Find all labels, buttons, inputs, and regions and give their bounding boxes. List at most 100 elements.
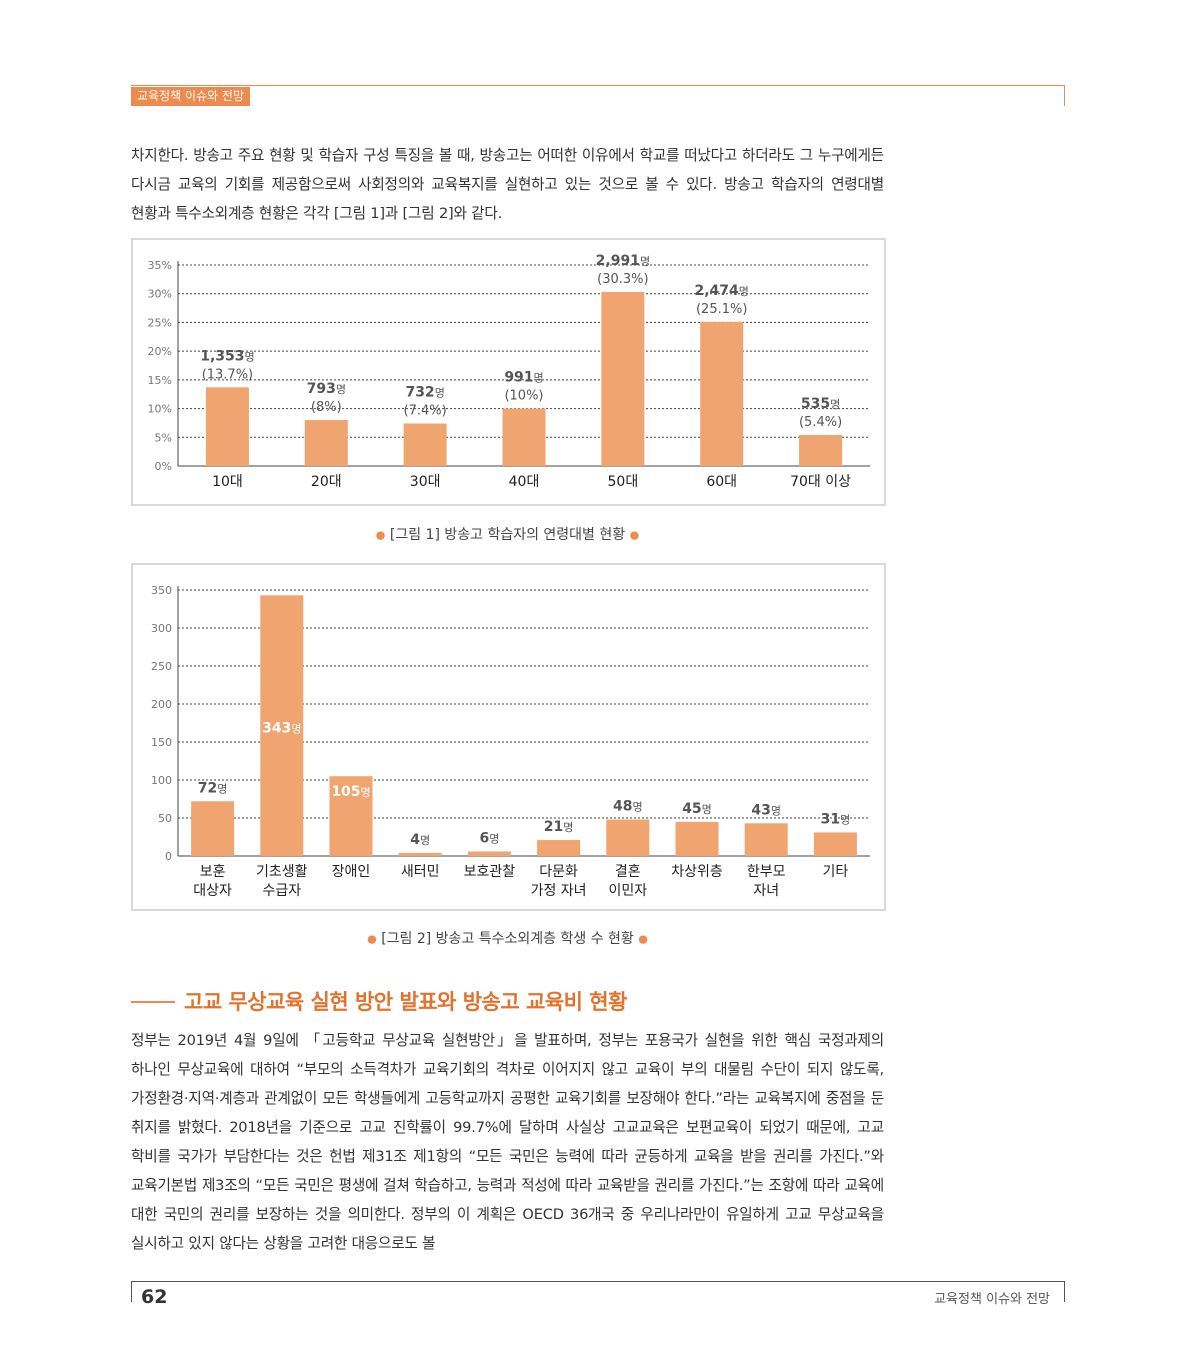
- header-rule: [131, 85, 1065, 86]
- bar: [502, 408, 546, 466]
- bar: [398, 852, 442, 856]
- data-label-count: 2,991명: [596, 253, 650, 269]
- figure1-caption-text: [그림 1] 방송고 학습자의 연령대별 현황: [389, 527, 626, 543]
- x-category-label: 한부모: [747, 864, 786, 880]
- data-label-count: 6명: [479, 830, 499, 846]
- footer-title: 교육정책 이슈와 전망: [934, 1292, 1050, 1307]
- bar: [700, 321, 744, 466]
- footer-rule: [131, 1281, 1065, 1282]
- y-tick-label: 150: [151, 736, 172, 749]
- data-label-count: 732명: [405, 385, 444, 401]
- bar: [813, 832, 857, 856]
- figure1-caption: ● [그림 1] 방송고 학습자의 연령대별 현황 ●: [131, 524, 884, 544]
- data-label-percent: (7.4%): [404, 404, 447, 419]
- x-category-label: 수급자: [262, 883, 301, 899]
- y-tick-label: 5%: [155, 431, 172, 444]
- caption-dot-icon: ●: [638, 932, 648, 946]
- data-label-count: 72명: [198, 780, 228, 796]
- y-tick-label: 350: [151, 584, 172, 597]
- data-label-count: 43명: [751, 802, 781, 818]
- bar: [744, 823, 788, 856]
- data-label-count: 2,474명: [695, 283, 749, 299]
- y-tick-label: 35%: [148, 259, 172, 272]
- bar: [205, 387, 249, 466]
- body-paragraph: 정부는 2019년 4월 9일에 「고등학교 무상교육 실현방안」을 발표하며,…: [131, 1032, 884, 1252]
- data-label-percent: (10%): [504, 389, 543, 404]
- data-label-count: 343명: [262, 720, 301, 736]
- bar: [304, 420, 348, 466]
- bar: [403, 423, 447, 466]
- data-label-percent: (5.4%): [799, 415, 842, 430]
- data-label-count: 45명: [682, 801, 712, 817]
- x-category-label: 50대: [608, 474, 639, 490]
- page-number: 62: [141, 1286, 168, 1308]
- bar: [606, 819, 650, 856]
- x-category-label: 보호관찰: [464, 864, 516, 880]
- section-title-rule: [131, 1001, 175, 1003]
- y-tick-label: 50: [158, 812, 172, 825]
- bar: [675, 821, 719, 856]
- bar: [601, 291, 645, 466]
- data-label-count: 793명: [307, 381, 346, 397]
- x-category-label: 장애인: [332, 864, 371, 880]
- data-label-count: 31명: [821, 811, 851, 827]
- x-category-label: 차상위층: [671, 864, 723, 880]
- bar: [191, 801, 235, 856]
- y-tick-label: 10%: [148, 403, 172, 416]
- y-tick-label: 250: [151, 660, 172, 673]
- data-label-percent: (8%): [311, 400, 342, 415]
- data-label-count: 48명: [613, 799, 643, 815]
- y-tick-label: 30%: [148, 288, 172, 301]
- figure2-caption: ● [그림 2] 방송고 특수소외계층 학생 수 현황 ●: [131, 928, 884, 948]
- footer-rule-tick-right: [1064, 1281, 1065, 1302]
- y-tick-label: 0%: [155, 460, 172, 473]
- x-category-label: 자녀: [753, 883, 779, 899]
- intro-paragraph: 차지한다. 방송고 주요 현황 및 학습자 구성 특징을 볼 때, 방송고는 어…: [131, 147, 884, 222]
- data-label-percent: (13.7%): [202, 367, 253, 382]
- x-category-label: 다문화: [539, 864, 578, 880]
- data-label-count: 105명: [331, 784, 370, 800]
- data-label-count: 4명: [410, 832, 430, 848]
- y-tick-label: 100: [151, 774, 172, 787]
- y-tick-label: 0: [165, 850, 172, 863]
- caption-dot-icon: ●: [367, 932, 377, 946]
- y-tick-label: 20%: [148, 345, 172, 358]
- header-rule-tick: [1064, 85, 1065, 106]
- bar: [467, 851, 511, 856]
- x-category-label: 70대 이상: [790, 474, 851, 490]
- x-category-label: 이민자: [608, 883, 647, 899]
- x-category-label: 새터민: [401, 864, 440, 880]
- bar: [329, 776, 373, 856]
- section-title: 고교 무상교육 실현 방안 발표와 방송고 교육비 현황: [184, 990, 627, 1014]
- data-label-count: 535명: [801, 396, 840, 412]
- data-label-percent: (25.1%): [696, 302, 747, 317]
- x-category-label: 가정 자녀: [531, 883, 587, 899]
- y-tick-label: 15%: [148, 374, 172, 387]
- caption-dot-icon: ●: [629, 528, 640, 542]
- data-label-percent: (30.3%): [597, 272, 648, 287]
- x-category-label: 대상자: [193, 883, 232, 899]
- x-category-label: 결혼: [615, 864, 641, 880]
- x-category-label: 보훈: [200, 864, 226, 880]
- figure1-chart: 0% 5% 10% 15% 20% 25% 30% 35% 10대 1,353명 (13.7%) 20…: [131, 238, 886, 506]
- y-tick-label: 200: [151, 698, 172, 711]
- bar: [260, 595, 304, 856]
- caption-dot-icon: ●: [375, 528, 386, 542]
- x-category-label: 30대: [410, 474, 441, 490]
- x-category-label: 40대: [509, 474, 540, 490]
- x-category-label: 10대: [212, 474, 243, 490]
- x-category-label: 20대: [311, 474, 342, 490]
- age-group-bar-chart: 0% 5% 10% 15% 20% 25% 30% 35% 10대 1,353명 (13.7%) 20…: [148, 253, 870, 490]
- x-category-label: 기초생활: [256, 864, 308, 880]
- data-label-count: 1,353명: [200, 348, 254, 364]
- x-category-label: 기타: [823, 864, 849, 880]
- y-tick-label: 25%: [148, 316, 172, 329]
- bar: [799, 434, 843, 466]
- bar: [537, 840, 581, 856]
- data-label-count: 991명: [504, 370, 543, 386]
- x-category-label: 60대: [706, 474, 737, 490]
- y-tick-label: 300: [151, 622, 172, 635]
- running-header: 교육정책 이슈와 전망: [131, 87, 250, 106]
